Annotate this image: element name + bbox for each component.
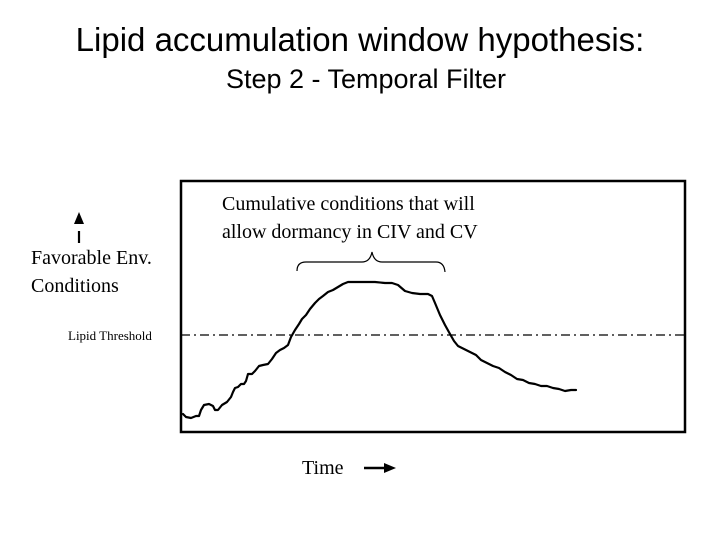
y-axis-label-line-2: Conditions [31, 275, 119, 297]
up-arrow-icon [74, 212, 84, 243]
x-axis-label: Time [302, 457, 344, 479]
cumulative-conditions-annotation: Cumulative conditions that will allow do… [222, 190, 478, 246]
y-axis-label: Favorable Env. Conditions [31, 244, 152, 300]
slide-title: Lipid accumulation window hypothesis: [75, 21, 645, 58]
plot-frame [179, 179, 687, 434]
slide-subtitle: Step 2 - Temporal Filter [225, 64, 507, 94]
y-axis-label-line-1: Favorable Env. [31, 247, 152, 269]
annotation-line-1: Cumulative conditions that will [222, 193, 475, 215]
annotation-line-2: allow dormancy in CIV and CV [222, 221, 478, 243]
window-brace [296, 251, 446, 273]
favorable-conditions-curve [181, 280, 578, 420]
lipid-threshold-label: Lipid Threshold [68, 328, 152, 343]
right-arrow-icon [364, 463, 396, 473]
